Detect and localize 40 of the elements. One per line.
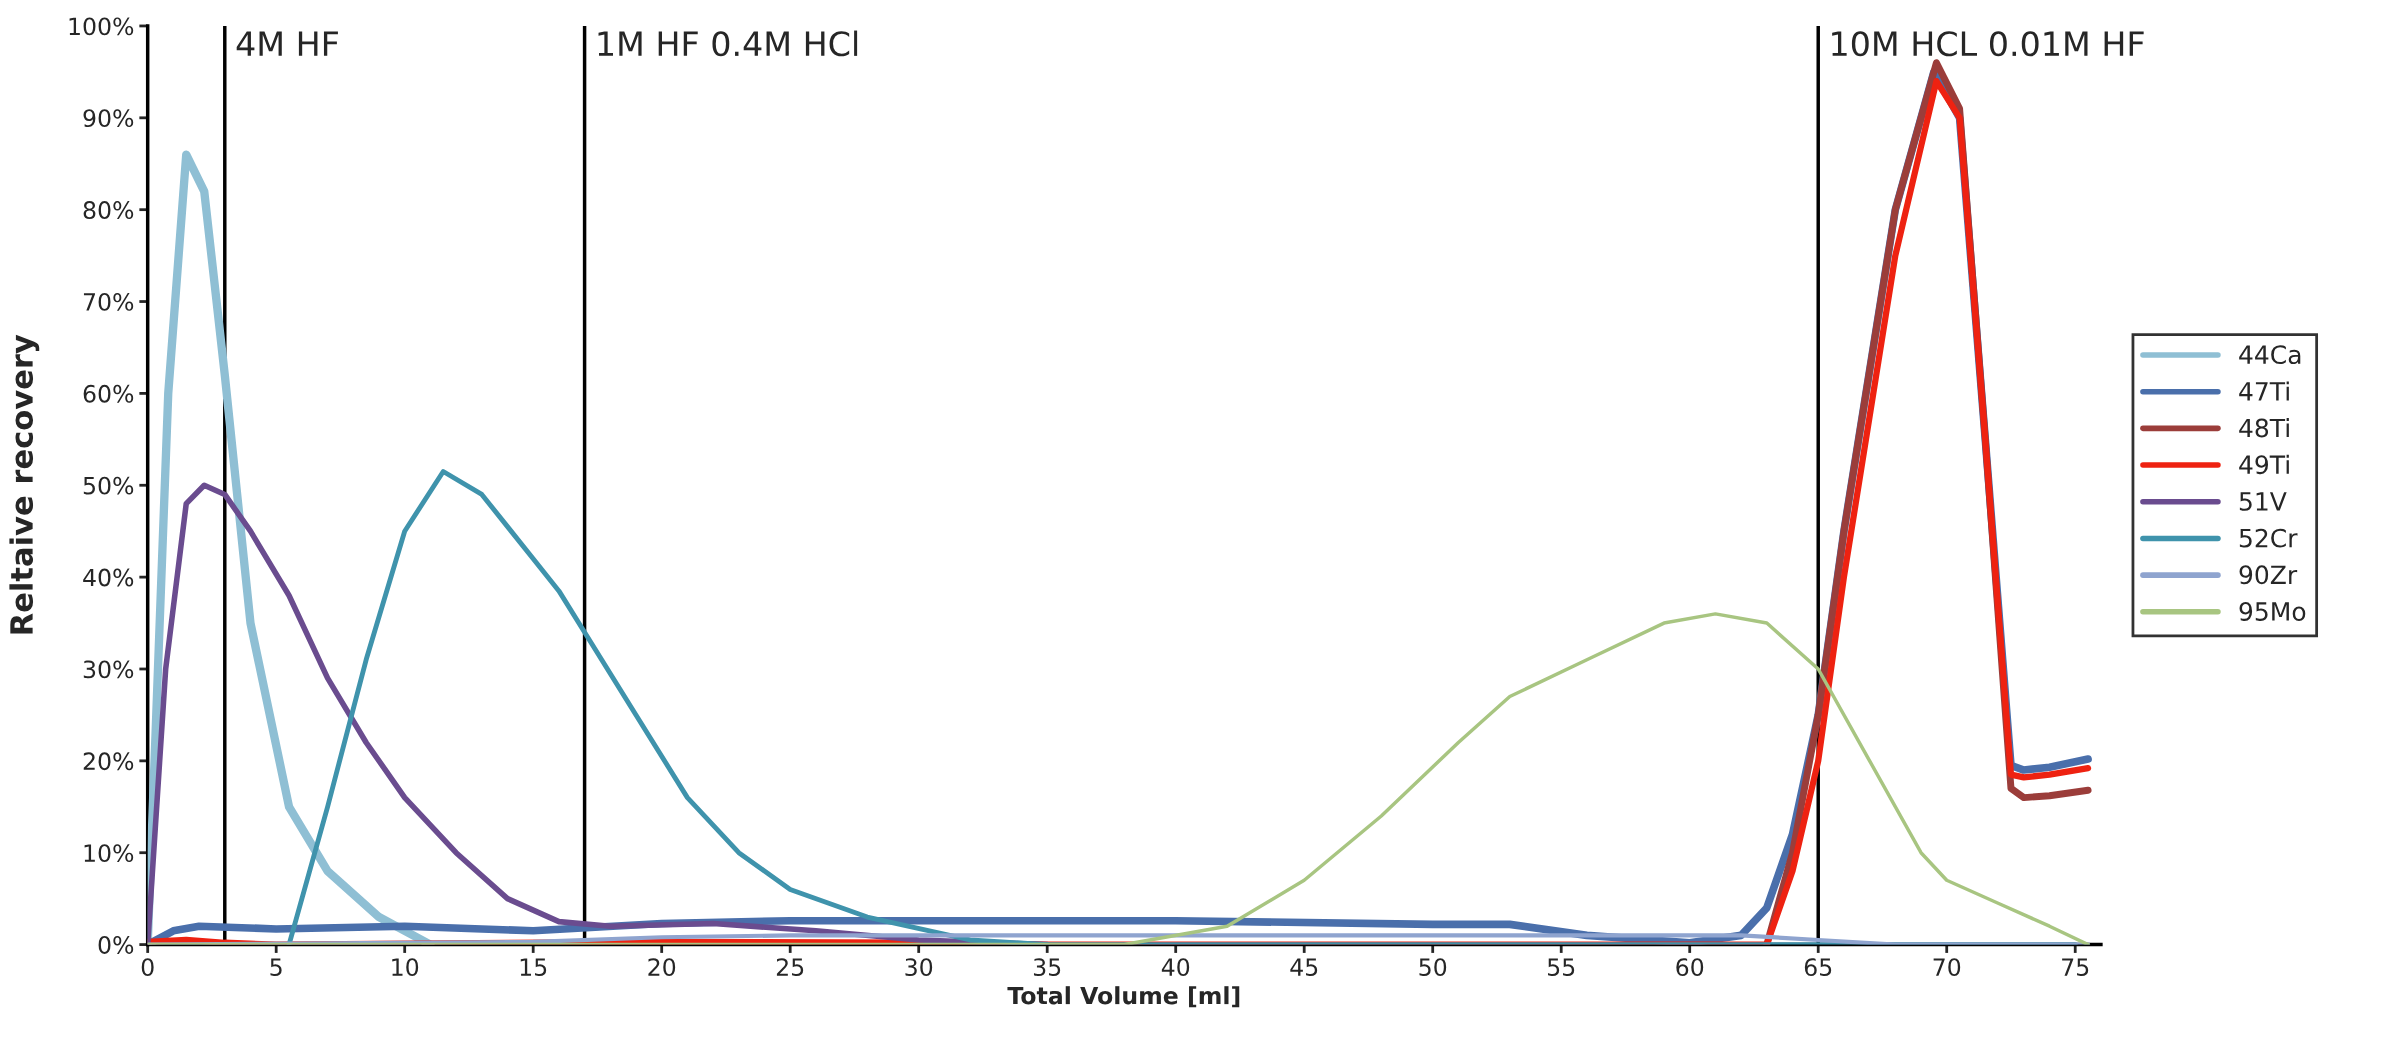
- x-tick-label: 5: [270, 958, 282, 977]
- y-tick-label: 50%: [83, 476, 134, 495]
- legend-label: 95Mo: [2239, 602, 2306, 621]
- x-tick-label: 60: [1676, 958, 1704, 977]
- ref-line-label: 10M HCL 0.01M HF: [1832, 31, 2144, 57]
- x-tick-label: 75: [2062, 958, 2089, 977]
- x-axis-title: Total Volume [ml]: [1007, 986, 1240, 1008]
- legend-label: 44Ca: [2239, 345, 2301, 365]
- legend-label: 90Zr: [2239, 565, 2298, 585]
- ref-line-label: 1M HF 0.4M HCl: [598, 30, 858, 57]
- x-tick-label: 55: [1548, 958, 1575, 977]
- x-tick-label: 15: [520, 958, 547, 977]
- y-tick-label: 70%: [83, 292, 134, 311]
- y-axis-title: Reltaive recovery: [9, 334, 40, 634]
- legend-label: 52Cr: [2239, 528, 2298, 548]
- y-tick-label: 20%: [83, 752, 134, 771]
- y-tick-label: 40%: [83, 568, 134, 587]
- y-tick-label: 10%: [84, 844, 134, 863]
- x-tick-label: 35: [1033, 958, 1061, 977]
- x-tick-label: 50: [1419, 958, 1447, 977]
- y-tick-label: 60%: [83, 384, 134, 403]
- y-tick-label: 0%: [98, 936, 134, 954]
- x-tick-label: 45: [1290, 958, 1318, 977]
- y-tick-label: 30%: [83, 660, 134, 679]
- x-tick-label: 0: [141, 958, 154, 977]
- x-tick-label: 40: [1161, 958, 1190, 977]
- legend-label: 47Ti: [2239, 381, 2289, 401]
- y-tick-label: 90%: [83, 109, 134, 128]
- y-tick-label: 100%: [69, 17, 134, 36]
- y-tick-label: 80%: [83, 201, 134, 219]
- x-tick-label: 25: [776, 958, 804, 977]
- ref-line-label: 4M HF: [236, 31, 338, 56]
- x-tick-label: 10: [392, 958, 419, 977]
- x-tick-label: 20: [648, 958, 676, 977]
- x-tick-label: 70: [1933, 958, 1961, 977]
- legend-label: 51V: [2239, 492, 2287, 511]
- legend-label: 49Ti: [2239, 454, 2289, 475]
- x-tick-label: 65: [1804, 958, 1832, 977]
- x-tick-label: 30: [905, 958, 933, 977]
- legend-label: 48Ti: [2239, 418, 2289, 438]
